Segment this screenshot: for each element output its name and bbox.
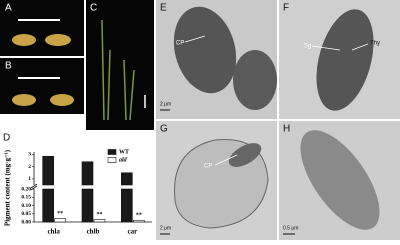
panel-label: A xyxy=(5,3,12,14)
y-tick-label: 0.00 xyxy=(21,219,31,225)
chloroplast xyxy=(233,50,277,110)
seed xyxy=(50,94,74,106)
panel-label: F xyxy=(283,3,289,14)
x-tick-label: chlb xyxy=(87,228,100,236)
y-tick-label: 0.15 xyxy=(21,195,31,201)
bar xyxy=(81,161,94,186)
y-tick-label: 2 xyxy=(28,164,31,170)
photo-c xyxy=(86,0,154,130)
chloroplast xyxy=(228,143,262,167)
panel-label: E xyxy=(160,3,167,14)
significance: ** xyxy=(97,212,103,218)
seedling xyxy=(101,19,135,121)
y-tick-label: 0.20 xyxy=(21,186,31,192)
panel-label: B xyxy=(5,61,12,72)
seed xyxy=(45,34,71,46)
scale-label: 2 μm xyxy=(160,101,171,107)
y-axis-label: Pigment content (mg·g⁻¹) xyxy=(4,149,12,226)
bar xyxy=(42,188,54,223)
annotation: Sg xyxy=(304,44,311,50)
bar xyxy=(133,220,145,223)
legend-label: WT xyxy=(119,149,129,155)
annotation: Thy xyxy=(370,41,380,47)
x-tick-label: car xyxy=(127,228,137,236)
significance: ** xyxy=(57,211,63,217)
y-tick-label: 1 xyxy=(28,176,31,182)
annotation: CP xyxy=(204,164,212,170)
chloroplast xyxy=(300,130,380,230)
scale-label: 2 μm xyxy=(160,225,171,231)
page: A B C CP 2 μm E Sg Thy F CP 2 μm G 0.5 μ… xyxy=(0,0,400,240)
panel-label: D xyxy=(3,133,10,144)
photo-b xyxy=(0,58,84,114)
arrow xyxy=(351,43,369,51)
bar xyxy=(54,218,66,223)
panel-label: H xyxy=(283,124,290,135)
arrow xyxy=(214,154,238,166)
arrow xyxy=(184,35,206,43)
significance: ** xyxy=(136,213,142,219)
seed xyxy=(12,94,36,106)
scale-label: 0.5 μm xyxy=(283,225,298,231)
bar xyxy=(42,155,54,186)
legend-label: ald xyxy=(119,157,128,163)
seed xyxy=(12,34,36,46)
bar xyxy=(121,172,133,186)
axis-break xyxy=(30,185,38,191)
bar xyxy=(93,219,106,223)
bar xyxy=(121,188,133,223)
figure: A B C CP 2 μm E Sg Thy F CP 2 μm G 0.5 μ… xyxy=(0,0,400,240)
bar xyxy=(81,188,94,223)
chloroplast xyxy=(173,6,237,94)
annotation: CP xyxy=(176,41,184,47)
x-tick-label: chla xyxy=(47,228,60,236)
y-tick-label: 3 xyxy=(28,152,31,158)
panel-label: C xyxy=(90,3,97,14)
arrow xyxy=(311,45,341,51)
axis-break xyxy=(30,183,38,189)
legend-swatch xyxy=(107,149,117,155)
photo-a xyxy=(0,0,84,56)
y-tick-label: 0.05 xyxy=(21,211,31,217)
legend-swatch xyxy=(107,157,117,163)
y-tick-label: 0.10 xyxy=(21,203,31,209)
chloroplast xyxy=(316,9,374,111)
panel-label: G xyxy=(160,124,168,135)
